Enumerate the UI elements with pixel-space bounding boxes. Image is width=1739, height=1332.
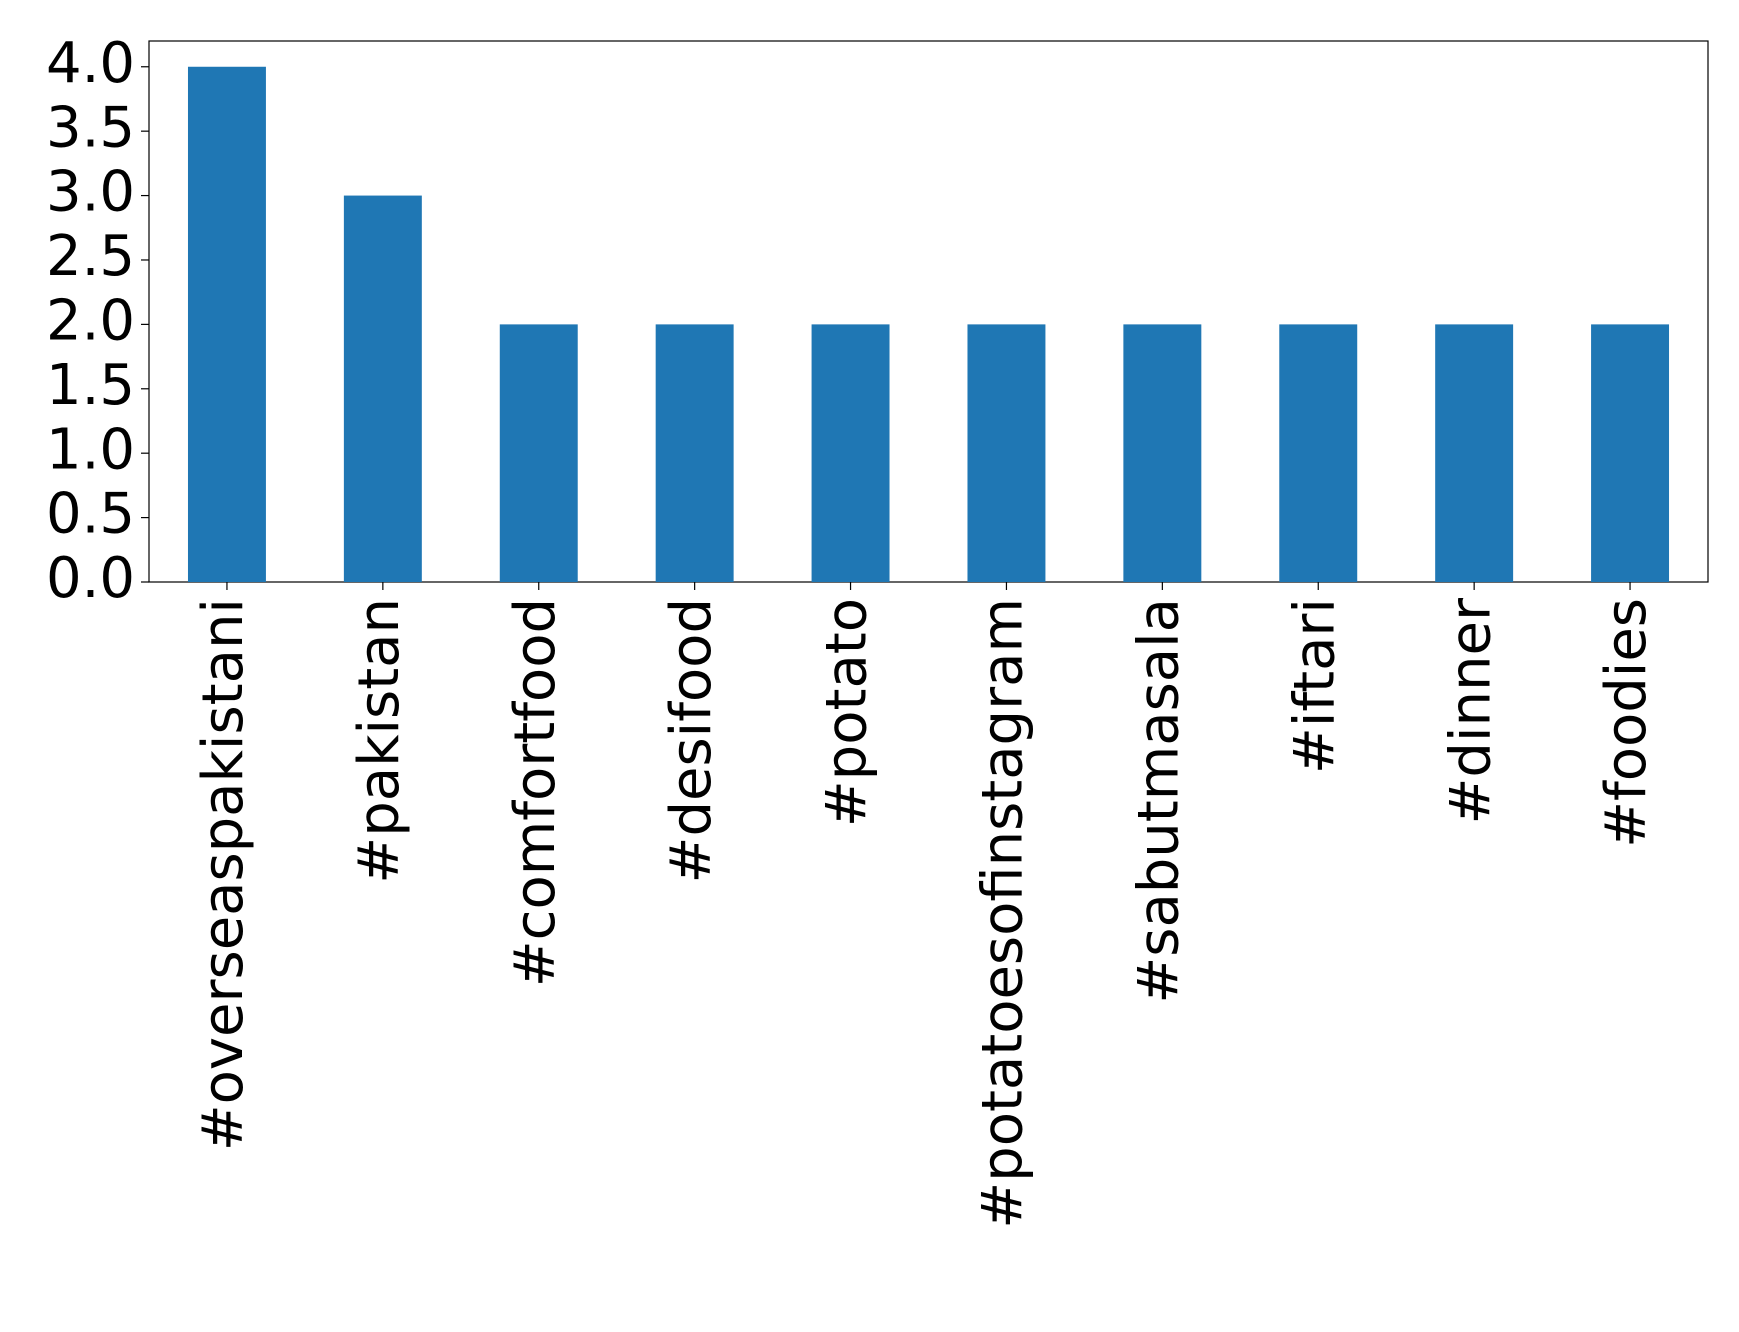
y-tick-label: 1.5 [46, 353, 135, 418]
bar [499, 324, 578, 582]
y-tick-label: 3.5 [46, 95, 135, 160]
x-tick-label: #sabutmasala [1126, 598, 1191, 1004]
bar [343, 195, 422, 583]
x-tick-label: #potato [815, 598, 880, 827]
bar [1123, 324, 1202, 582]
x-tick-label: #desifood [659, 598, 724, 883]
x-tick-label: #iftari [1282, 598, 1347, 774]
bar [811, 324, 890, 582]
x-tick-label: #overseaspakistani [191, 598, 256, 1151]
x-tick-label: #dinner [1438, 597, 1503, 824]
bar [1435, 324, 1514, 582]
y-tick-label: 2.0 [46, 289, 135, 354]
x-tick-label: #potatoesofinstagram [971, 598, 1036, 1229]
y-tick-label: 4.0 [46, 31, 135, 96]
plot-frame [148, 40, 1709, 583]
x-tick-label: #comfortfood [503, 598, 568, 987]
y-tick-label: 0.5 [46, 482, 135, 547]
bar [1591, 324, 1670, 582]
x-tick-label: #pakistan [347, 598, 412, 884]
y-tick-label: 2.5 [46, 224, 135, 289]
x-tick-label: #foodies [1594, 598, 1659, 848]
bar [967, 324, 1046, 582]
bar [655, 324, 734, 582]
y-tick-label: 0.0 [46, 546, 135, 611]
y-tick-label: 3.0 [46, 160, 135, 225]
bar [187, 66, 266, 582]
y-tick-label: 1.0 [46, 417, 135, 482]
bar [1279, 324, 1358, 582]
